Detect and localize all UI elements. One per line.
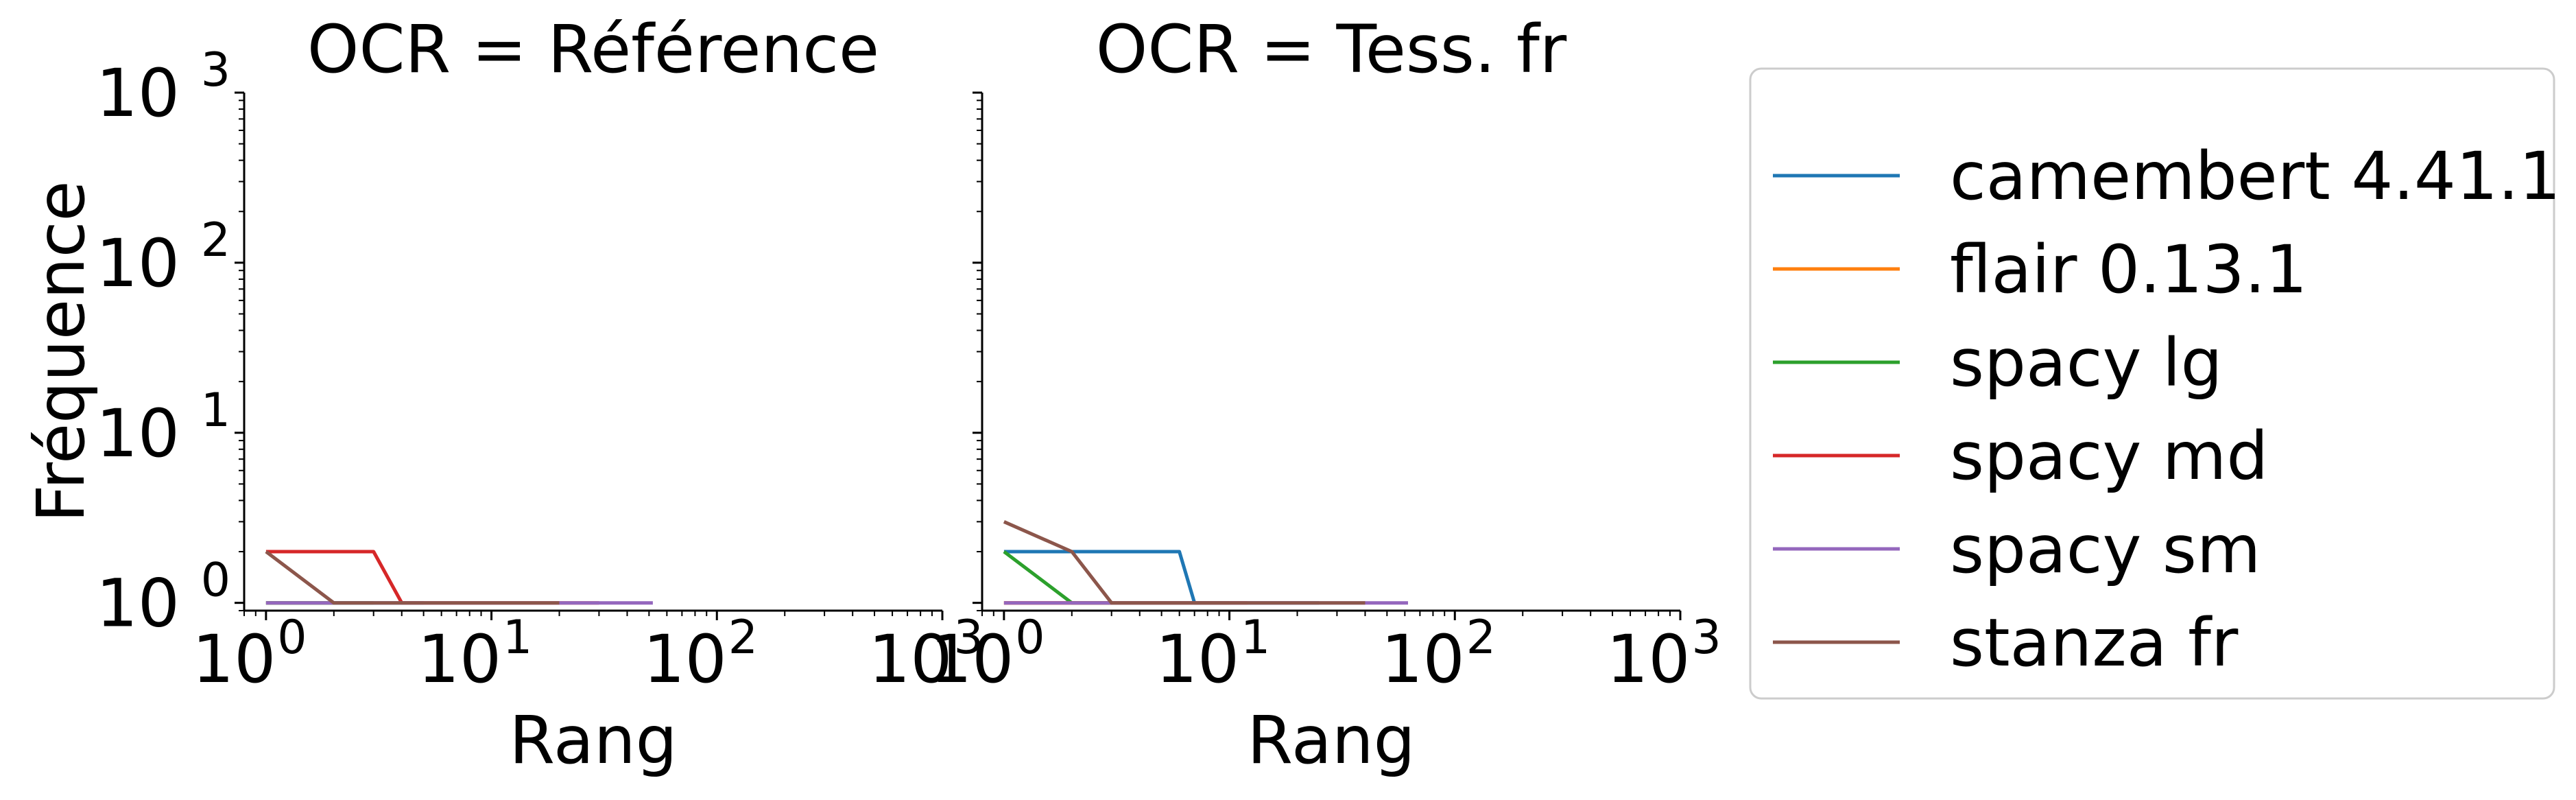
legend: camembert 4.41.1 flair 0.13.1 spacy lg spac…: [1749, 67, 2561, 700]
y-axis-label: Fréquence: [23, 180, 99, 522]
axes: 100 101 102 103: [930, 91, 1721, 698]
chart-title: OCR = Référence: [307, 11, 879, 88]
x-tick-label: 103: [868, 611, 983, 698]
x-tick-base: 10: [1381, 621, 1465, 698]
x-tick-exp: 2: [1466, 611, 1496, 665]
y-tick-exp: 1: [201, 384, 230, 438]
y-tick-exp: 3: [201, 43, 230, 97]
x-axis-label: Rang: [509, 702, 677, 779]
x-tick-label: 100: [192, 611, 307, 698]
legend-entries: camembert 4.41.1 flair 0.13.1 spacy lg spac…: [1773, 138, 2561, 681]
x-tick-base: 10: [192, 621, 276, 698]
y-tick-label: 10 3: [96, 43, 230, 132]
y-tick-exp: 2: [201, 213, 230, 268]
x-tick-exp: 1: [1241, 611, 1270, 665]
y-tick-exp: 0: [201, 554, 230, 608]
y-tick-label: 10 1: [96, 384, 230, 472]
legend-label: camembert 4.41.1: [1950, 138, 2561, 215]
y-tick-base: 10: [96, 395, 180, 472]
x-tick-base: 10: [643, 621, 727, 698]
panel-tesseract: OCR = Tess. fr Rang 100 101 102 103: [930, 11, 1721, 779]
x-tick-label: 101: [418, 611, 532, 698]
y-tick-base: 10: [96, 55, 180, 132]
x-tick-label: 101: [1156, 611, 1270, 698]
panel-reference: OCR = Référence Fréquence Rang 100 101 102…: [23, 11, 983, 779]
series-line: [265, 550, 599, 605]
series-line: [1003, 520, 1365, 605]
legend-label: spacy md: [1950, 418, 2268, 495]
series-lines: [1003, 520, 1408, 605]
x-tick-base: 10: [418, 621, 501, 698]
series-line: [1003, 550, 1230, 605]
x-tick-base: 10: [930, 621, 1014, 698]
x-axis-label: Rang: [1247, 702, 1415, 779]
series-lines: [265, 550, 653, 605]
x-tick-base: 10: [1156, 621, 1239, 698]
y-tick-label: 10 2: [96, 213, 230, 302]
legend-frame: [1749, 67, 2555, 700]
x-tick-label: 100: [930, 611, 1045, 698]
x-tick-label: 103: [1606, 611, 1721, 698]
legend-label: stanza fr: [1950, 604, 2239, 681]
x-tick-exp: 0: [277, 611, 307, 665]
series-line: [1003, 550, 1320, 605]
chart-title: OCR = Tess. fr: [1096, 11, 1567, 88]
series-line: [265, 550, 560, 605]
x-tick-exp: 1: [503, 611, 532, 665]
x-tick-base: 10: [868, 621, 952, 698]
y-tick-base: 10: [96, 565, 180, 642]
x-tick-exp: 3: [1691, 611, 1721, 665]
legend-label: spacy lg: [1950, 325, 2223, 401]
legend-label: spacy sm: [1950, 511, 2261, 588]
x-tick-exp: 2: [728, 611, 758, 665]
x-tick-base: 10: [1606, 621, 1690, 698]
x-tick-exp: 3: [953, 611, 983, 665]
x-tick-label: 102: [1381, 611, 1496, 698]
x-tick-exp: 0: [1015, 611, 1045, 665]
x-tick-label: 102: [643, 611, 758, 698]
y-tick-base: 10: [96, 225, 180, 302]
legend-label: flair 0.13.1: [1950, 231, 2307, 308]
y-tick-label: 10 0: [96, 554, 230, 642]
